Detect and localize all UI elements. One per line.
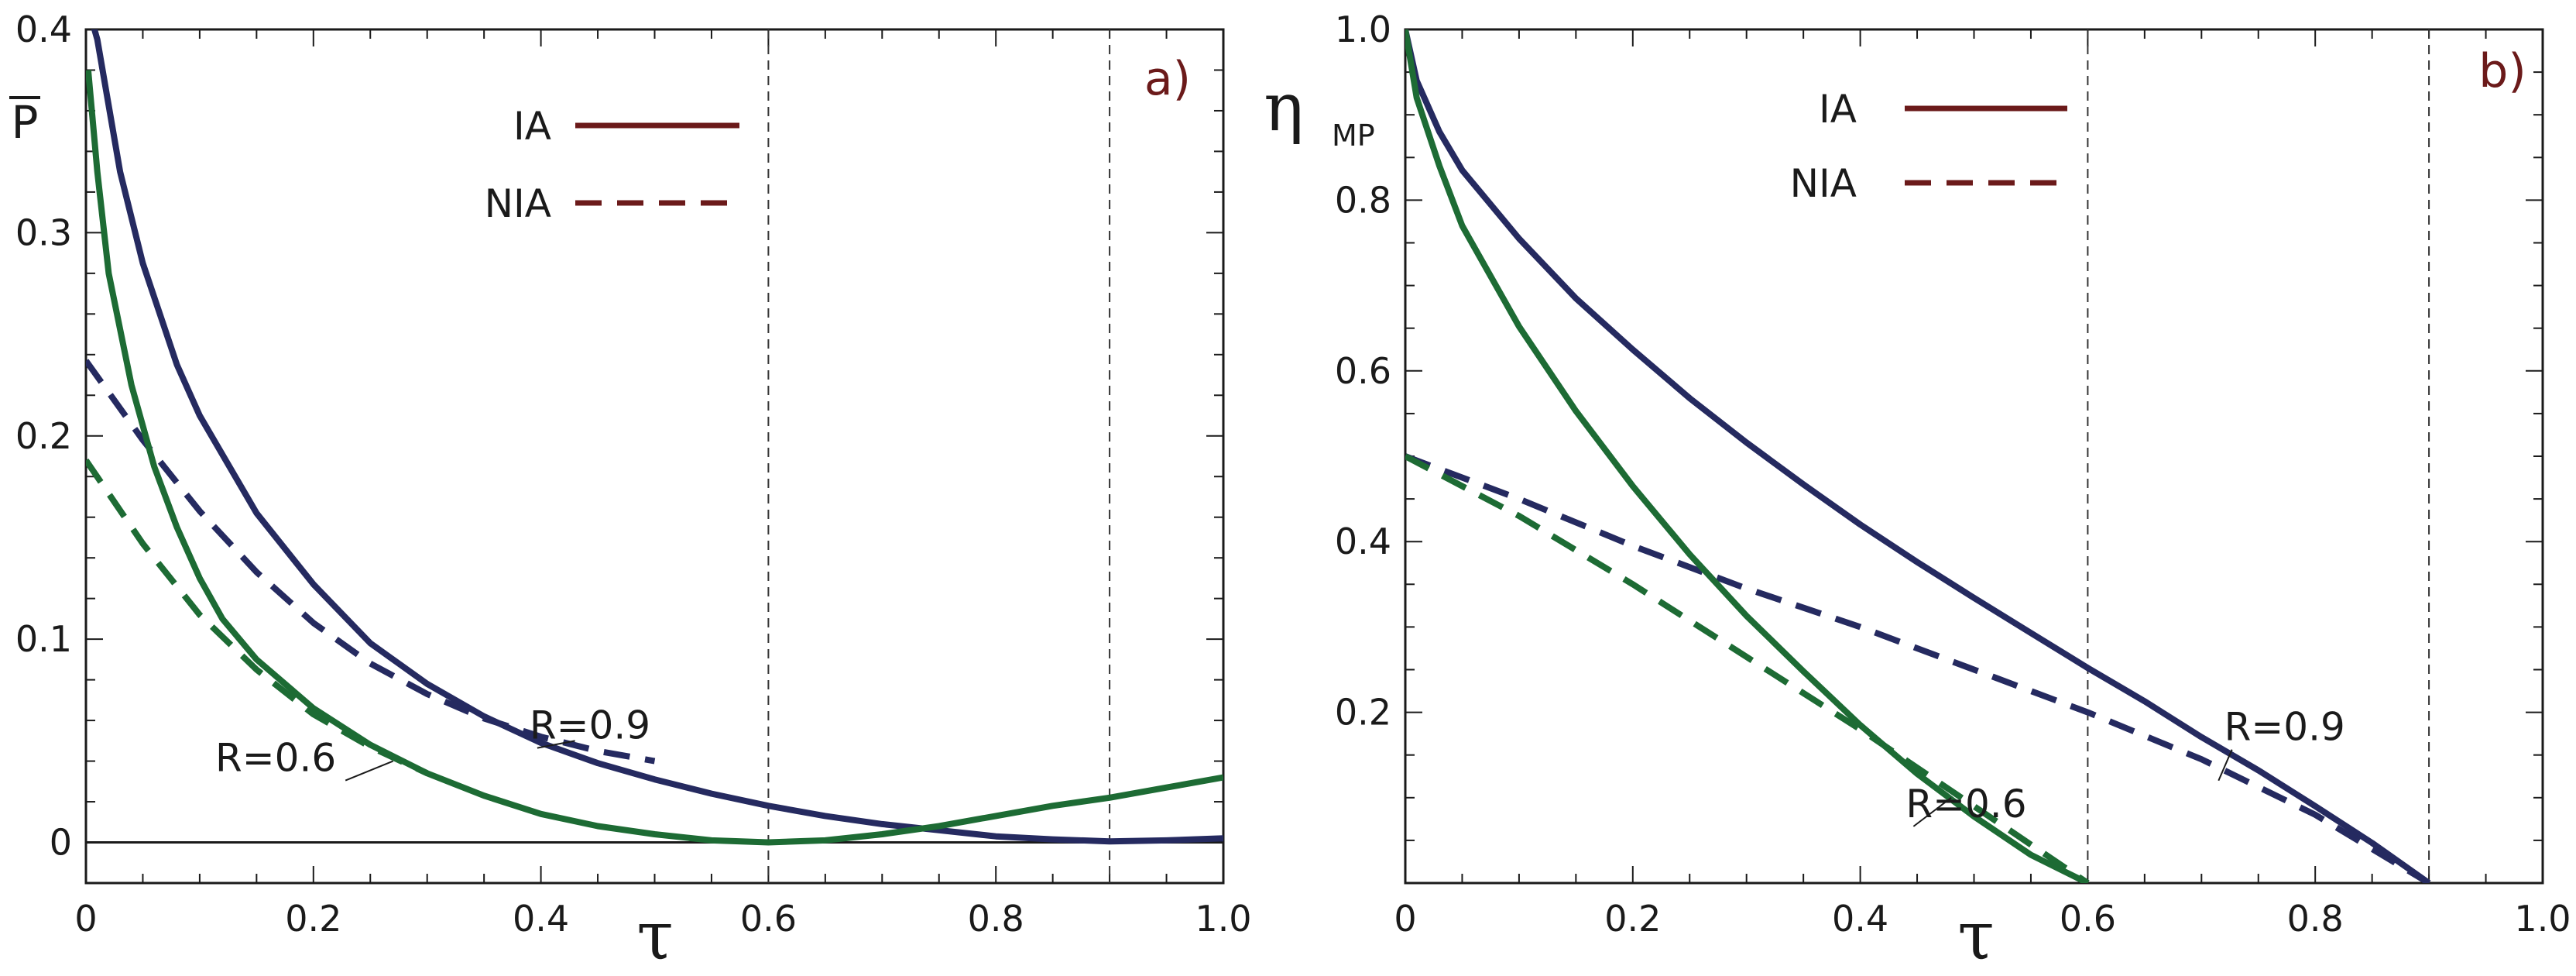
- x-tick-label: 0.2: [285, 898, 341, 940]
- y-tick-label: 0.3: [15, 211, 72, 253]
- annotation-leader: [537, 740, 575, 749]
- x-tick-label: 0.8: [968, 898, 1024, 940]
- x-tick-label: 0.6: [740, 898, 797, 940]
- annotation-leader: [2218, 749, 2233, 782]
- x-tick-label: 0.6: [2060, 898, 2116, 940]
- y-axis-label-subscript: MP: [1332, 119, 1375, 153]
- y-tick-label: 0.1: [15, 618, 72, 660]
- legend-label: NIA: [1790, 161, 1857, 206]
- y-axis-label: P: [12, 96, 39, 149]
- annotation-leader: [345, 760, 394, 782]
- y-tick-label: 0.4: [1335, 521, 1391, 562]
- series-line-nia-r-0-6: [86, 458, 429, 776]
- x-tick-label: 0.8: [2287, 898, 2344, 940]
- y-tick-label: 0.6: [1335, 350, 1391, 392]
- y-axis-label: η: [1264, 69, 1304, 146]
- series-line-ia-r-0-6: [86, 70, 1223, 846]
- legend-label: IA: [1819, 87, 1857, 132]
- legend-label: IA: [513, 104, 551, 149]
- plot-frame: [1404, 28, 2544, 885]
- annotation-leader: [1912, 797, 1952, 827]
- x-tick-label: 0.4: [513, 898, 569, 940]
- y-tick-label: 0.8: [1335, 179, 1391, 221]
- x-tick-label: 1.0: [1195, 898, 1251, 940]
- legend-label: NIA: [485, 181, 551, 226]
- y-tick-label: 0.2: [1335, 692, 1391, 734]
- panel-label: a): [1144, 52, 1191, 106]
- curve-annotation: R=0.6: [1905, 782, 2026, 827]
- x-axis-label: τ: [1957, 898, 1995, 975]
- curve-annotation: R=0.9: [2224, 705, 2345, 750]
- x-tick-label: 0.2: [1604, 898, 1661, 940]
- curve-annotation: R=0.9: [530, 703, 650, 748]
- y-tick-label: 0.2: [15, 415, 72, 457]
- curve-annotation: R=0.6: [215, 736, 336, 781]
- panel-b-plot: 0 0.2 0.4 0.6 0.8 1.0 0.2 0.4 0.6 0.8 1.0 τ η MP b) IA N…: [1264, 9, 2571, 975]
- x-axis-label: τ: [636, 898, 674, 975]
- panel-label: b): [2478, 44, 2526, 98]
- y-tick-label: 0.4: [15, 9, 72, 50]
- series-line-ia-r-0-9: [91, 29, 1223, 845]
- y-tick-label: 1.0: [1335, 9, 1391, 50]
- x-tick-label: 0: [74, 898, 97, 940]
- series-line-nia-r-0-9: [1405, 453, 2431, 883]
- x-tick-label: 0.4: [1832, 898, 1888, 940]
- panel-a-plot: 0 0.2 0.4 0.6 0.8 1.0 0 0.1 0.2 0.3 0.4 τ Pa) IA NIA R=…: [9, 9, 1252, 975]
- series-line-ia-r-0-6: [1405, 29, 2090, 883]
- series-line-ia-r-0-9: [1405, 29, 2431, 883]
- series-line-nia-r-0-6: [1405, 453, 2090, 883]
- x-tick-label: 0: [1394, 898, 1416, 940]
- x-tick-label: 1.0: [2514, 898, 2571, 940]
- series-line-nia-r-0-9: [86, 359, 656, 765]
- y-tick-label: 0: [50, 822, 72, 864]
